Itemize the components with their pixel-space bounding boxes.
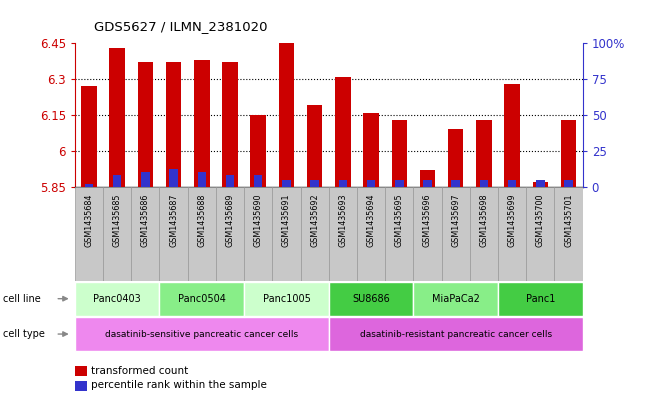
Text: SU8686: SU8686 xyxy=(352,294,390,304)
Bar xyxy=(470,187,498,281)
Text: GSM1435684: GSM1435684 xyxy=(85,193,94,247)
Bar xyxy=(169,169,178,187)
Bar xyxy=(413,187,441,281)
Bar xyxy=(251,115,266,187)
Bar xyxy=(244,187,272,281)
Text: cell line: cell line xyxy=(3,294,41,304)
Bar xyxy=(272,187,301,281)
Bar xyxy=(226,175,234,187)
Text: dasatinib-resistant pancreatic cancer cells: dasatinib-resistant pancreatic cancer ce… xyxy=(359,330,552,338)
Text: MiaPaCa2: MiaPaCa2 xyxy=(432,294,480,304)
Bar xyxy=(329,187,357,281)
Text: GSM1435694: GSM1435694 xyxy=(367,193,376,247)
Text: GSM1435687: GSM1435687 xyxy=(169,193,178,247)
Text: transformed count: transformed count xyxy=(91,365,188,376)
Bar xyxy=(448,129,464,187)
Bar xyxy=(166,62,182,187)
Bar xyxy=(187,187,216,281)
Bar xyxy=(363,112,379,187)
Bar xyxy=(395,180,404,187)
Text: Panc0403: Panc0403 xyxy=(93,294,141,304)
Bar xyxy=(311,180,319,187)
Bar xyxy=(335,77,351,187)
Bar xyxy=(536,180,545,187)
Text: cell type: cell type xyxy=(3,329,45,339)
Bar xyxy=(301,187,329,281)
Text: percentile rank within the sample: percentile rank within the sample xyxy=(91,380,267,390)
Bar xyxy=(197,172,206,187)
Bar xyxy=(476,120,492,187)
Bar xyxy=(526,187,555,281)
Bar xyxy=(85,184,93,187)
Text: GDS5627 / ILMN_2381020: GDS5627 / ILMN_2381020 xyxy=(94,20,268,33)
Bar xyxy=(357,187,385,281)
Bar xyxy=(109,48,125,187)
Bar xyxy=(420,170,436,187)
Bar xyxy=(141,172,150,187)
Bar xyxy=(244,282,329,316)
Bar xyxy=(533,182,548,187)
Bar xyxy=(385,187,413,281)
Bar xyxy=(113,175,122,187)
Text: GSM1435692: GSM1435692 xyxy=(310,193,319,247)
Text: GSM1435697: GSM1435697 xyxy=(451,193,460,247)
Text: GSM1435690: GSM1435690 xyxy=(254,193,263,247)
Bar xyxy=(339,180,347,187)
Bar xyxy=(132,187,159,281)
Text: GSM1435696: GSM1435696 xyxy=(423,193,432,247)
Text: GSM1435701: GSM1435701 xyxy=(564,193,573,247)
Text: GSM1435698: GSM1435698 xyxy=(479,193,488,247)
Text: GSM1435686: GSM1435686 xyxy=(141,193,150,247)
Bar xyxy=(480,180,488,187)
Bar xyxy=(75,317,329,351)
Bar xyxy=(451,180,460,187)
Text: GSM1435699: GSM1435699 xyxy=(508,193,517,247)
Bar xyxy=(505,84,520,187)
Bar xyxy=(81,86,97,187)
Bar xyxy=(307,105,322,187)
Bar xyxy=(254,175,262,187)
Bar xyxy=(103,187,132,281)
Bar xyxy=(413,282,498,316)
Bar xyxy=(75,282,159,316)
Bar xyxy=(561,120,576,187)
Bar xyxy=(564,180,573,187)
Bar xyxy=(137,62,153,187)
Text: Panc1: Panc1 xyxy=(525,294,555,304)
Bar xyxy=(329,317,583,351)
Text: GSM1435688: GSM1435688 xyxy=(197,193,206,247)
Text: dasatinib-sensitive pancreatic cancer cells: dasatinib-sensitive pancreatic cancer ce… xyxy=(105,330,298,338)
Bar xyxy=(222,62,238,187)
Bar xyxy=(216,187,244,281)
Bar xyxy=(75,187,103,281)
Text: Panc1005: Panc1005 xyxy=(262,294,311,304)
Text: GSM1435700: GSM1435700 xyxy=(536,193,545,247)
Bar xyxy=(391,120,407,187)
Bar xyxy=(159,282,244,316)
Bar xyxy=(508,180,516,187)
Bar xyxy=(279,43,294,187)
Text: GSM1435693: GSM1435693 xyxy=(339,193,348,247)
Bar xyxy=(441,187,470,281)
Bar xyxy=(423,180,432,187)
Text: GSM1435695: GSM1435695 xyxy=(395,193,404,247)
Text: GSM1435685: GSM1435685 xyxy=(113,193,122,247)
Bar xyxy=(498,187,526,281)
Text: GSM1435691: GSM1435691 xyxy=(282,193,291,247)
Bar xyxy=(555,187,583,281)
Bar xyxy=(367,180,376,187)
Text: Panc0504: Panc0504 xyxy=(178,294,226,304)
Bar xyxy=(194,60,210,187)
Bar xyxy=(329,282,413,316)
Bar xyxy=(282,180,291,187)
Bar xyxy=(159,187,187,281)
Bar xyxy=(498,282,583,316)
Text: GSM1435689: GSM1435689 xyxy=(225,193,234,247)
